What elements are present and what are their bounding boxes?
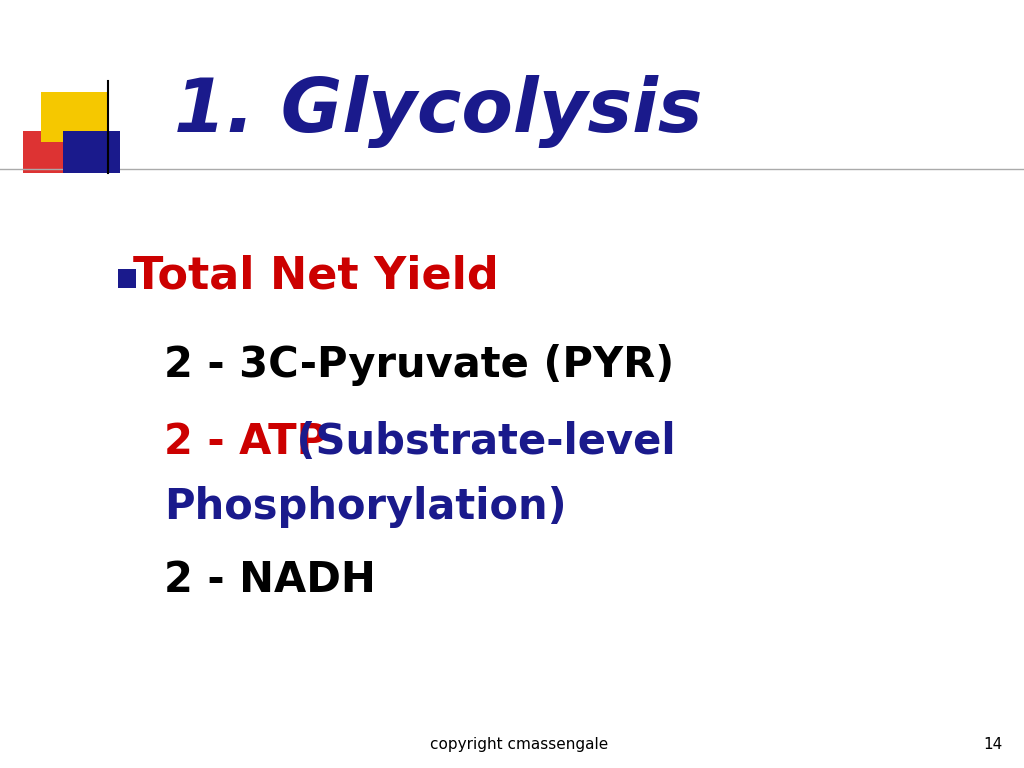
Text: 14: 14 bbox=[983, 737, 1002, 753]
Text: Total Net Yield: Total Net Yield bbox=[133, 255, 499, 298]
Text: 1. Glycolysis: 1. Glycolysis bbox=[174, 74, 702, 148]
Text: copyright cmassengale: copyright cmassengale bbox=[430, 737, 608, 753]
Text: 2 - 3C-Pyruvate (PYR): 2 - 3C-Pyruvate (PYR) bbox=[164, 344, 674, 386]
Text: Phosphorylation): Phosphorylation) bbox=[164, 486, 566, 528]
Text: 2 - NADH: 2 - NADH bbox=[164, 559, 376, 601]
Text: 2 - ATP: 2 - ATP bbox=[164, 421, 327, 462]
Text: (Substrate-level: (Substrate-level bbox=[282, 421, 675, 462]
